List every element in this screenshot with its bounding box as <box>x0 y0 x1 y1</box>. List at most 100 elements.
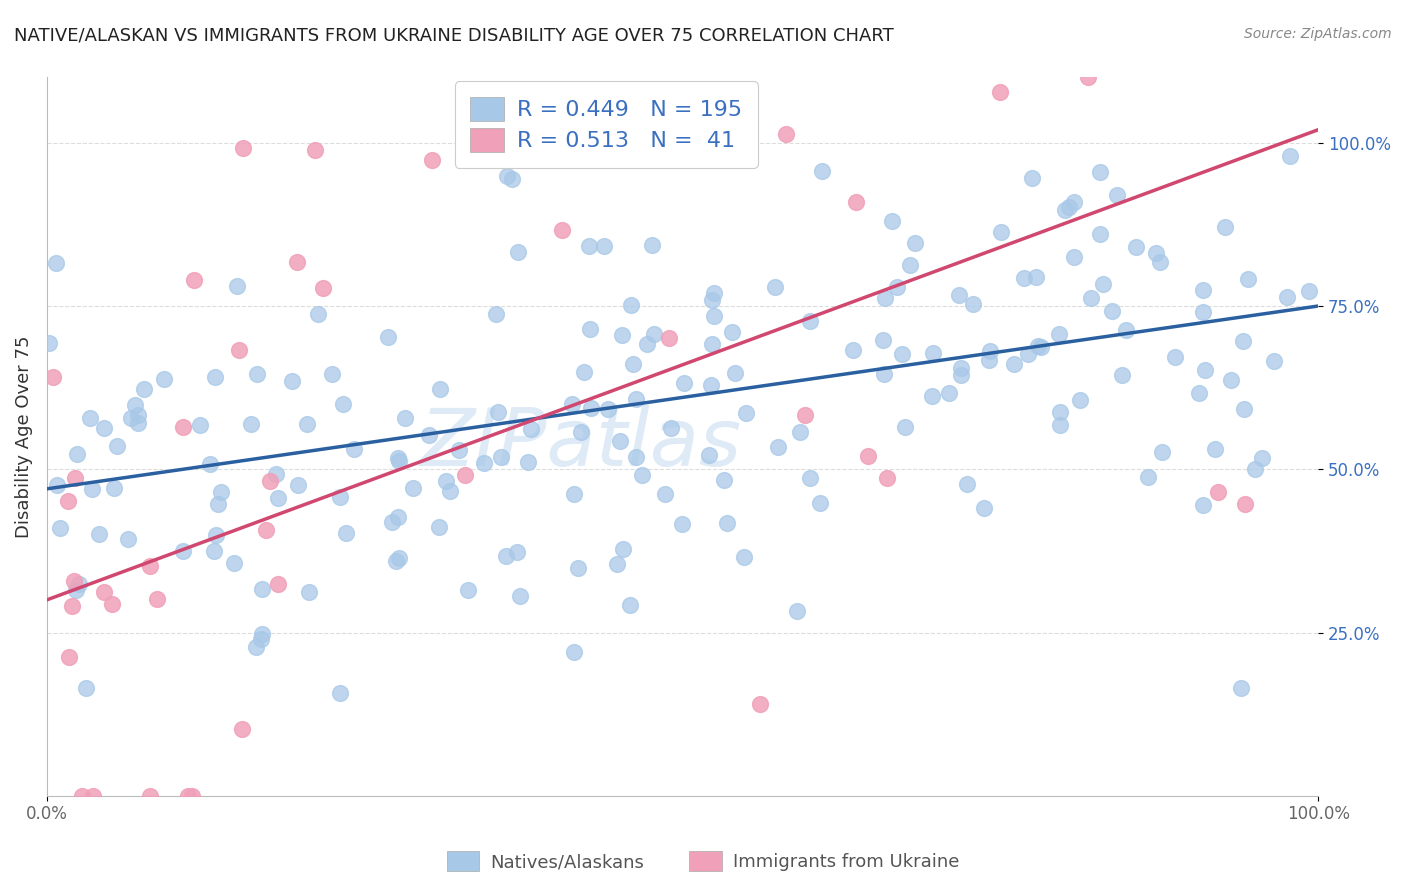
Point <box>1194 362 1216 376</box>
Point <box>439 483 461 498</box>
Point <box>420 153 443 167</box>
Point <box>232 141 254 155</box>
Point <box>766 440 789 454</box>
Point <box>1208 484 1230 499</box>
Point <box>811 164 834 178</box>
Point <box>988 85 1011 99</box>
Point <box>1232 334 1254 348</box>
Point <box>45 256 67 270</box>
Point <box>1105 188 1128 202</box>
Point <box>501 172 523 186</box>
Point <box>250 627 273 641</box>
Point <box>948 288 970 302</box>
Point <box>1049 417 1071 432</box>
Point <box>1164 350 1187 364</box>
Point <box>101 598 124 612</box>
Point <box>702 309 724 323</box>
Point <box>1144 246 1167 260</box>
Point <box>569 425 592 439</box>
Point <box>1053 202 1076 217</box>
Point <box>1080 291 1102 305</box>
Point <box>1279 148 1302 162</box>
Point <box>845 195 868 210</box>
Point <box>1012 270 1035 285</box>
Point <box>202 543 225 558</box>
Point <box>1077 70 1099 85</box>
Point <box>962 297 984 311</box>
Point <box>63 471 86 485</box>
Point <box>250 632 273 646</box>
Point <box>621 357 644 371</box>
Point <box>794 408 817 422</box>
Point <box>56 493 79 508</box>
Point <box>172 419 194 434</box>
Point <box>1063 195 1085 210</box>
Point <box>1101 303 1123 318</box>
Point <box>153 372 176 386</box>
Point <box>1250 451 1272 466</box>
Point <box>882 214 904 228</box>
Point <box>495 169 517 183</box>
Point <box>950 361 973 376</box>
Point <box>1088 165 1111 179</box>
Point <box>49 521 72 535</box>
Point <box>713 473 735 487</box>
Point <box>578 239 600 253</box>
Point <box>67 577 90 591</box>
Point <box>1063 251 1085 265</box>
Point <box>1021 170 1043 185</box>
Legend: Natives/Alaskans, Immigrants from Ukraine: Natives/Alaskans, Immigrants from Ukrain… <box>440 844 966 879</box>
Point <box>70 789 93 803</box>
Point <box>624 392 647 406</box>
Point <box>979 353 1001 368</box>
Point <box>658 331 681 345</box>
Point <box>82 789 104 803</box>
Point <box>124 398 146 412</box>
Point <box>1088 227 1111 242</box>
Point <box>1230 681 1253 695</box>
Point <box>183 272 205 286</box>
Point <box>222 556 245 570</box>
Point <box>377 330 399 344</box>
Point <box>384 554 406 568</box>
Point <box>188 417 211 432</box>
Point <box>606 557 628 571</box>
Point <box>724 366 747 380</box>
Point <box>63 574 86 588</box>
Point <box>921 346 943 360</box>
Point <box>304 143 326 157</box>
Point <box>1263 354 1285 368</box>
Point <box>775 127 797 141</box>
Point <box>873 368 896 382</box>
Point <box>1017 346 1039 360</box>
Point <box>266 467 288 482</box>
Point <box>858 449 880 463</box>
Point <box>734 406 756 420</box>
Point <box>700 293 723 308</box>
Point <box>1049 405 1071 419</box>
Point <box>246 368 269 382</box>
Point <box>716 516 738 530</box>
Point <box>146 591 169 606</box>
Point <box>641 238 664 252</box>
Point <box>703 286 725 301</box>
Point <box>643 327 665 342</box>
Point <box>93 585 115 599</box>
Point <box>46 478 69 492</box>
Point <box>205 527 228 541</box>
Point <box>252 582 274 596</box>
Point <box>900 258 922 272</box>
Point <box>659 421 682 435</box>
Point <box>1069 392 1091 407</box>
Point <box>1111 368 1133 382</box>
Point <box>267 577 290 591</box>
Y-axis label: Disability Age Over 75: Disability Age Over 75 <box>15 335 32 538</box>
Point <box>894 419 917 434</box>
Point <box>1047 326 1070 341</box>
Point <box>598 402 620 417</box>
Point <box>748 697 770 711</box>
Point <box>610 328 633 343</box>
Point <box>609 434 631 448</box>
Point <box>630 468 652 483</box>
Point <box>228 343 250 357</box>
